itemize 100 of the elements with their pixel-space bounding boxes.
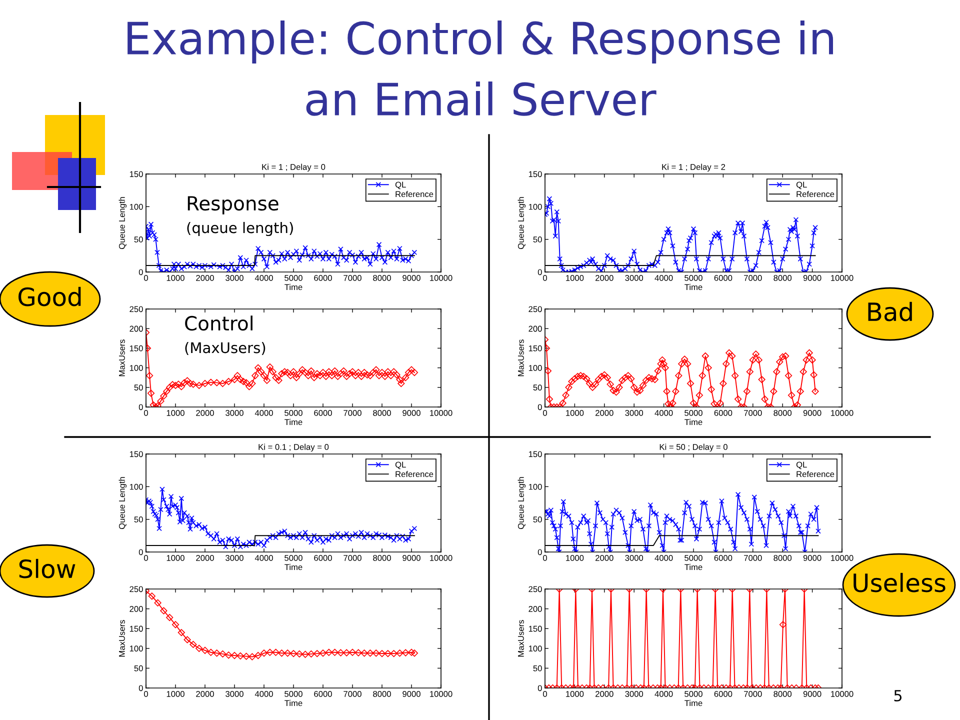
y-tick-label: 200 <box>528 326 542 332</box>
text: Bad <box>868 302 912 322</box>
x-tick-label: 4000 <box>254 275 273 281</box>
x-tick-label: 6000 <box>714 691 732 697</box>
legend-label: Reference <box>796 190 834 198</box>
point <box>366 650 374 657</box>
y-tick-label: 50 <box>134 384 143 390</box>
x-tick-label: 6000 <box>714 410 732 416</box>
legend-label: QL <box>395 462 406 470</box>
chart-title: Ki = 50 ; Delay = 0 <box>660 444 728 452</box>
x-tick-label: 1000 <box>566 555 584 561</box>
point <box>384 650 392 658</box>
x-tick-label: 6000 <box>314 275 332 281</box>
text: Useless <box>854 572 946 592</box>
x-tick-label: 4000 <box>654 555 673 561</box>
y-tick-label: 100 <box>528 365 542 371</box>
x-tick-label: 8000 <box>373 275 391 281</box>
x-tick-label: 1000 <box>166 410 184 416</box>
x-tick-label: 8000 <box>774 275 792 281</box>
point <box>219 650 226 658</box>
x-tick-label: 6000 <box>314 410 332 416</box>
y-axis-title: MaxUsers <box>518 620 524 657</box>
point <box>284 650 292 657</box>
x-tick-label: 2000 <box>196 275 214 281</box>
y-tick-label: 100 <box>528 484 542 490</box>
x-tick-label: 9000 <box>803 555 822 561</box>
x-tick-label: 1000 <box>166 275 184 281</box>
x-tick-label: 6000 <box>314 555 332 561</box>
point <box>410 650 418 657</box>
x-axis-title: Time <box>684 700 702 706</box>
point <box>260 650 268 657</box>
x-tick-label: 5000 <box>684 691 702 697</box>
point <box>166 614 174 622</box>
y-tick-label: 100 <box>130 646 143 652</box>
x-tick-label: 3000 <box>625 275 644 281</box>
legend-label: QL <box>796 182 807 190</box>
x-tick-label: 7000 <box>344 275 362 281</box>
y-tick-label: 0 <box>538 269 542 276</box>
legend-label: QL <box>796 462 807 470</box>
y-tick-label: 50 <box>533 516 542 522</box>
point <box>308 650 315 658</box>
x-tick-label: 2000 <box>596 410 614 416</box>
y-tick-label: 150 <box>130 626 143 632</box>
y-axis-title: Queue Length <box>518 477 526 530</box>
point <box>272 648 280 656</box>
x-tick-label: 9000 <box>803 275 822 281</box>
x-tick-label: 9000 <box>803 410 822 416</box>
point <box>360 650 368 657</box>
x-tick-label: 4000 <box>254 555 273 561</box>
x-tick-label: 1000 <box>566 410 584 416</box>
y-tick-label: 150 <box>130 451 143 458</box>
point <box>390 650 398 658</box>
y-tick-label: 50 <box>134 665 143 672</box>
point <box>266 648 274 656</box>
x-tick-label: 5000 <box>684 555 702 561</box>
x-tick-label: 1000 <box>166 555 184 561</box>
x-tick-label: 0 <box>543 691 547 697</box>
y-axis-title: Queue Length <box>118 477 127 530</box>
x-tick-label: 0 <box>144 410 148 416</box>
x-tick-label: 9000 <box>402 410 420 416</box>
y-tick-label: 100 <box>130 365 143 371</box>
text: Example: Control & Response in <box>128 20 834 64</box>
y-tick-label: 150 <box>528 171 542 178</box>
x-tick-label: 2000 <box>196 691 214 697</box>
y-tick-label: 200 <box>528 606 542 612</box>
x-tick-label: 5000 <box>684 275 702 281</box>
x-tick-label: 7000 <box>344 410 362 416</box>
y-tick-label: 250 <box>130 306 143 312</box>
x-tick-label: 4000 <box>654 691 673 697</box>
x-tick-label: 0 <box>543 410 547 416</box>
x-tick-label: 7000 <box>744 410 762 416</box>
annotation: (MaxUsers) <box>185 342 266 355</box>
x-tick-label: 5000 <box>284 691 302 697</box>
x-tick-label: 1000 <box>166 691 184 697</box>
y-tick-label: 0 <box>538 685 542 692</box>
x-tick-label: 2000 <box>596 275 614 281</box>
x-tick-label: 6000 <box>314 691 332 697</box>
point <box>207 648 214 656</box>
x-tick-label: 0 <box>144 555 148 561</box>
point <box>184 636 191 644</box>
point <box>236 652 244 660</box>
point <box>296 650 303 658</box>
y-tick-label: 0 <box>138 549 143 556</box>
x-tick-label: 9000 <box>402 275 420 281</box>
x-tick-label: 8000 <box>774 555 792 561</box>
x-axis-title: Time <box>684 564 702 570</box>
point <box>396 650 404 657</box>
point <box>190 640 197 648</box>
x-tick-label: 6000 <box>714 555 732 561</box>
y-tick-label: 50 <box>533 665 542 672</box>
x-tick-label: 2000 <box>196 555 214 561</box>
x-tick-label: 4000 <box>254 691 273 697</box>
legend-label: Reference <box>396 470 434 478</box>
point <box>154 599 162 606</box>
point <box>178 628 185 636</box>
point <box>337 649 344 656</box>
legend-label: Reference <box>796 470 834 478</box>
point <box>172 621 180 628</box>
annotation: Response <box>188 196 278 214</box>
y-tick-label: 0 <box>138 269 143 276</box>
